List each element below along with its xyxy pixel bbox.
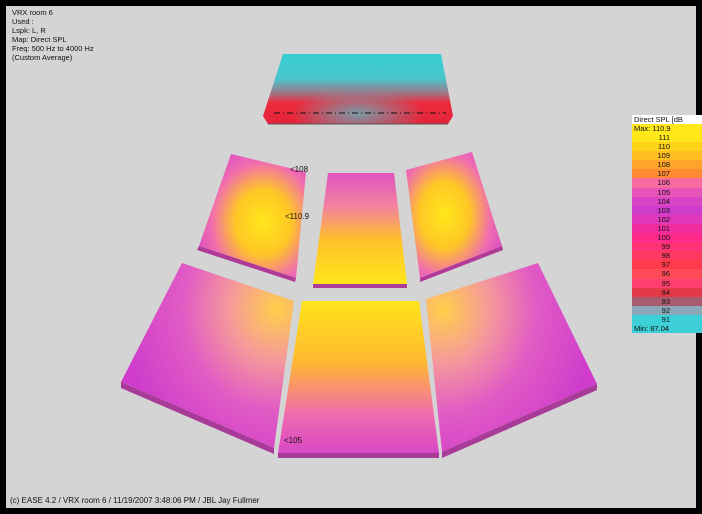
average-line: (Custom Average): [12, 53, 73, 62]
legend-level: 103: [632, 205, 702, 215]
legend-level: 107: [632, 169, 702, 179]
spl-map[interactable]: [6, 6, 696, 508]
legend-max-value: 110.9: [652, 124, 671, 133]
lower-right-section: [426, 263, 597, 458]
legend-scale: 111 110 109 108 107 106 105 104 103 102 101 100 99 98…: [632, 133, 702, 324]
legend-level: 99: [632, 242, 702, 252]
legend-level: 109: [632, 151, 702, 161]
legend-min-value: 87.04: [650, 323, 670, 333]
legend-max: Max: 110.9: [632, 124, 702, 133]
legend-min-label: Min:: [634, 323, 649, 333]
legend-level: 96: [632, 269, 702, 279]
legend-level: 92: [632, 305, 702, 315]
frequency-line: Freq: 500 Hz to 4000 Hz: [12, 44, 94, 53]
map-type-line: Map: Direct SPL: [12, 35, 67, 44]
legend-title: Direct SPL [dB: [632, 115, 702, 124]
spl-legend: Direct SPL [dB Max: 110.9 111 110 109 108 10…: [632, 115, 702, 333]
used-line: Used :: [12, 17, 34, 26]
level-label-110-9: <110.9: [285, 212, 310, 221]
upper-right-section: [406, 152, 503, 282]
ease-window: VRX room 6 Used : Lspk: L, R Map: Direct…: [6, 6, 696, 508]
legend-level: 108: [632, 160, 702, 170]
legend-level: 102: [632, 214, 702, 224]
legend-level: 93: [632, 296, 702, 306]
legend-min: Min: 87.04: [632, 323, 702, 333]
legend-level: 110: [632, 142, 702, 152]
legend-level: 106: [632, 178, 702, 188]
legend-level: 105: [632, 187, 702, 197]
legend-level: 95: [632, 278, 702, 288]
room-name: VRX room 6: [12, 8, 53, 17]
upper-center-section: [313, 173, 407, 288]
legend-level: 91: [632, 314, 702, 324]
footer-caption: (c) EASE 4.2 / VRX room 6 / 11/19/2007 3…: [10, 496, 260, 505]
legend-max-label: Max:: [634, 124, 651, 133]
legend-level: 104: [632, 196, 702, 206]
legend-level: 111: [632, 133, 702, 143]
balcony-section: [263, 54, 453, 125]
lower-center-section: [278, 301, 439, 458]
level-label-105: <105: [284, 436, 303, 445]
legend-level: 100: [632, 233, 702, 243]
level-label-108: <108: [290, 165, 309, 174]
legend-level: 98: [632, 251, 702, 261]
loudspeakers-line: Lspk: L, R: [12, 26, 46, 35]
info-panel: VRX room 6 Used : Lspk: L, R Map: Direct…: [12, 8, 94, 62]
lower-left-section: [121, 263, 294, 454]
legend-level: 101: [632, 223, 702, 234]
legend-level: 94: [632, 287, 702, 297]
upper-left-section: [197, 154, 306, 282]
legend-level: 97: [632, 260, 702, 270]
